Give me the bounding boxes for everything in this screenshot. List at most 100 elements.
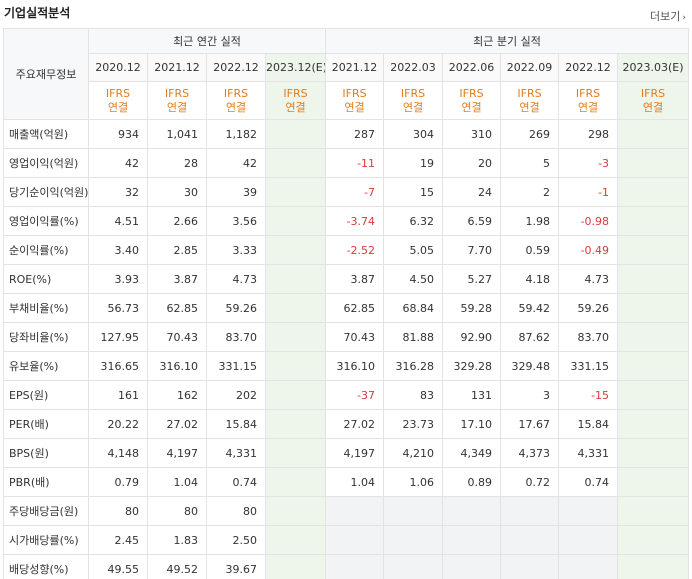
ifrs-line: IFRS	[517, 86, 542, 100]
ifrs-consolidated-label: IFRS 연결	[88, 81, 148, 120]
row-label: 순이익률(%)	[3, 235, 89, 265]
ifrs-line: IFRS	[105, 86, 131, 100]
table-row: 영업이익률(%) 4.51 2.66 3.56 -3.74 6.32 6.59 1.98 -0.…	[3, 206, 690, 236]
table-cell	[617, 554, 690, 579]
table-cell: 287	[325, 119, 385, 149]
table-cell: 68.84	[383, 293, 444, 323]
table-cell: -37	[325, 380, 385, 410]
table-cell: 2.50	[206, 525, 266, 555]
table-cell: 269	[500, 119, 560, 149]
ifrs-consolidated-label: IFRS 연결	[558, 81, 619, 120]
table-cell	[617, 293, 690, 323]
consolidated-line: 연결	[642, 100, 664, 114]
table-cell: 83.70	[558, 322, 619, 352]
table-cell	[617, 177, 690, 207]
table-cell: 3.93	[88, 264, 148, 294]
table-cell: 0.59	[500, 235, 560, 265]
table-cell: 17.67	[500, 409, 560, 439]
table-cell: 329.48	[500, 351, 560, 381]
table-cell: 92.90	[442, 322, 502, 352]
table-cell	[558, 525, 619, 555]
table-cell	[325, 554, 385, 579]
table-cell: 70.43	[325, 322, 385, 352]
table-cell	[264, 235, 327, 265]
table-cell: 20.22	[88, 409, 148, 439]
table-cell: 4,331	[558, 438, 619, 468]
table-cell: 1.83	[147, 525, 207, 555]
table-cell: 3.56	[206, 206, 266, 236]
ifrs-line: IFRS	[575, 86, 601, 100]
table-cell: 298	[558, 119, 619, 149]
table-cell: 59.28	[442, 293, 502, 323]
table-cell	[617, 235, 690, 265]
period-header: 2023.03(E)	[617, 53, 690, 82]
table-cell: 0.74	[558, 467, 619, 497]
table-row: 부채비율(%) 56.73 62.85 59.26 62.85 68.84 59.28 59.…	[3, 293, 690, 323]
section-title: 기업실적분석	[4, 6, 71, 20]
table-cell: 3.33	[206, 235, 266, 265]
consolidated-line: 연결	[285, 100, 306, 114]
ifrs-consolidated-label: IFRS 연결	[617, 81, 690, 120]
table-cell: 2.85	[147, 235, 207, 265]
table-cell: 24	[442, 177, 502, 207]
table-cell: 28	[147, 148, 207, 178]
row-label: 주당배당금(원)	[3, 496, 89, 526]
table-cell: 4,373	[500, 438, 560, 468]
table-cell	[264, 206, 327, 236]
table-cell: 2.45	[88, 525, 148, 555]
table-row: 배당성향(%) 49.55 49.52 39.67	[3, 554, 690, 579]
consolidated-line: 연결	[577, 100, 599, 114]
table-cell: -3.74	[325, 206, 385, 236]
table-cell: 202	[206, 380, 266, 410]
table-cell	[383, 525, 444, 555]
table-cell	[500, 525, 560, 555]
table-cell: 0.89	[442, 467, 502, 497]
more-link[interactable]: 더보기 ›	[650, 8, 686, 24]
table-row: 영업이익(억원) 42 28 42 -11 19 20 5 -3	[3, 148, 690, 178]
table-cell: 27.02	[325, 409, 385, 439]
ifrs-consolidated-label: IFRS 연결	[500, 81, 560, 120]
table-cell: -0.49	[558, 235, 619, 265]
table-cell	[264, 264, 327, 294]
table-cell	[264, 322, 327, 352]
table-cell	[325, 525, 385, 555]
table-cell: 70.43	[147, 322, 207, 352]
table-cell	[383, 496, 444, 526]
table-cell: 56.73	[88, 293, 148, 323]
period-header: 2023.12(E)	[264, 53, 327, 82]
period-header: 2022.03	[383, 53, 444, 82]
table-cell: 161	[88, 380, 148, 410]
label-column-header: 주요재무정보	[3, 28, 89, 120]
table-cell: 2	[500, 177, 560, 207]
row-label: 부채비율(%)	[3, 293, 89, 323]
table-cell	[617, 467, 690, 497]
table-cell: -15	[558, 380, 619, 410]
table-cell: 3	[500, 380, 560, 410]
table-cell	[617, 206, 690, 236]
table-cell	[264, 554, 327, 579]
table-row: 당좌비율(%) 127.95 70.43 83.70 70.43 81.88 92.90 87…	[3, 322, 690, 352]
ifrs-line: IFRS	[283, 86, 308, 100]
table-cell: 3.87	[325, 264, 385, 294]
table-cell	[264, 148, 327, 178]
row-label: 배당성향(%)	[3, 554, 89, 579]
table-cell: 3.87	[147, 264, 207, 294]
table-cell	[617, 380, 690, 410]
period-header: 2022.12	[558, 53, 619, 82]
table-cell: -11	[325, 148, 385, 178]
table-cell: 32	[88, 177, 148, 207]
table-cell	[264, 177, 327, 207]
table-cell: 2.66	[147, 206, 207, 236]
table-cell: 4.18	[500, 264, 560, 294]
table-row: 매출액(억원) 934 1,041 1,182 287 304 310 269 298	[3, 119, 690, 149]
table-cell: 49.52	[147, 554, 207, 579]
ifrs-consolidated-label: IFRS 연결	[264, 81, 327, 120]
table-cell: 62.85	[325, 293, 385, 323]
chevron-right-icon: ›	[682, 13, 686, 23]
table-cell	[617, 119, 690, 149]
consolidated-line: 연결	[107, 100, 129, 114]
table-cell	[325, 496, 385, 526]
row-label: EPS(원)	[3, 380, 89, 410]
table-cell: 331.15	[558, 351, 619, 381]
table-cell: 4,148	[88, 438, 148, 468]
